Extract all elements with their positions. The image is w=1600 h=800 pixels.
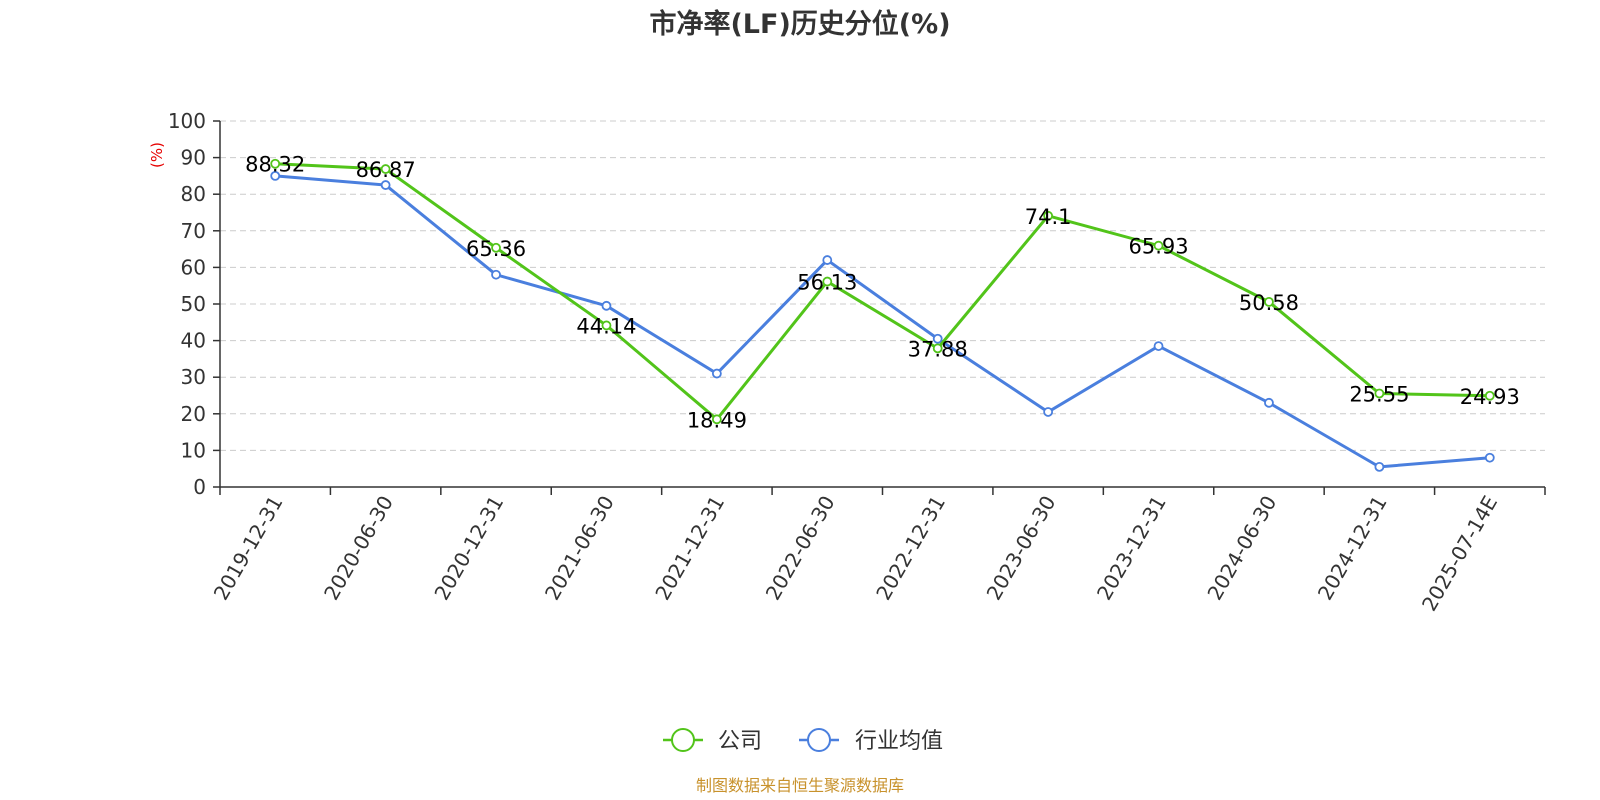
series-layer (270, 158, 1495, 472)
x-tick-label: 2024-12-31 (1313, 492, 1392, 605)
legend-item-company[interactable]: 公司 (663, 728, 762, 754)
legend[interactable]: 公司 行业均值 (663, 728, 943, 754)
legend-label: 公司 (718, 729, 762, 754)
x-tick-label: 2022-06-30 (761, 492, 840, 605)
source-note: 制图数据来自恒生聚源数据库 (696, 776, 904, 795)
data-point-industry (380, 180, 391, 190)
data-label: 65.93 (1128, 235, 1188, 259)
data-point-industry (822, 255, 833, 265)
data-point-company (1043, 210, 1054, 221)
data-label: 37.88 (908, 337, 968, 361)
legend-marker-icon (807, 728, 831, 752)
data-label: 24.93 (1460, 385, 1520, 409)
data-point-industry (491, 269, 501, 280)
data-point-company (601, 320, 612, 331)
y-tick-label: 60 (181, 255, 206, 279)
y-tick-label: 20 (181, 402, 206, 426)
data-label: 25.55 (1349, 382, 1409, 406)
y-tick-label: 10 (181, 438, 206, 462)
y-axis-unit: (%) (148, 142, 166, 168)
legend-marker-icon (671, 728, 695, 752)
chart-title: 市净率(LF)历史分位(%) (649, 8, 950, 40)
data-point-industry (1264, 397, 1274, 408)
y-tick-label: 50 (181, 292, 206, 316)
x-tick-labels: 2019-12-31 2020-06-30 2020-12-31 2021-06-30… (209, 491, 1502, 615)
data-point-industry (1374, 461, 1385, 472)
y-tick-label: 40 (181, 329, 206, 353)
y-tick-labels: 0 10 20 30 40 50 60 70 80 90 100 (168, 109, 206, 499)
data-point-industry (1043, 407, 1054, 417)
data-point-industry (601, 300, 612, 311)
data-label: 56.13 (797, 271, 857, 295)
y-tick-label: 90 (181, 146, 206, 170)
data-point-company (932, 343, 943, 354)
data-labels: 88.32 86.87 65.36 44.14 18.49 56.13 37.88 74.1 6… (245, 153, 1520, 433)
data-label: 50.58 (1239, 291, 1299, 315)
data-label: 88.32 (245, 153, 305, 177)
x-tick-label: 2025-07-14E (1417, 492, 1502, 616)
y-tick-label: 70 (181, 219, 206, 243)
data-point-industry (711, 368, 722, 379)
y-tick-label: 80 (181, 182, 206, 206)
x-tick-label: 2020-12-31 (429, 491, 508, 604)
data-label: 74.1 (1025, 205, 1072, 229)
legend-item-industry[interactable]: 行业均值 (799, 728, 943, 754)
data-point-industry (270, 170, 281, 181)
data-point-company (270, 158, 281, 169)
x-tick-label: 2023-06-30 (982, 492, 1061, 605)
data-point-company (491, 242, 501, 253)
legend-label: 行业均值 (855, 729, 943, 754)
data-label: 44.14 (576, 314, 636, 338)
x-tick-label: 2022-12-31 (871, 491, 950, 604)
x-tick-label: 2021-06-30 (540, 492, 619, 605)
series-line-company (275, 162, 1490, 421)
data-point-industry (1484, 452, 1495, 463)
data-label: 18.49 (687, 408, 747, 432)
data-point-industry (1153, 341, 1164, 351)
data-point-company (1374, 388, 1385, 399)
series-line-industry (275, 174, 1490, 469)
data-point-company (1264, 296, 1274, 307)
y-tick-label: 30 (181, 365, 206, 389)
x-tick-label: 2020-06-30 (319, 492, 398, 605)
data-point-company (711, 414, 722, 425)
data-point-company (1484, 390, 1495, 401)
data-point-industry (932, 333, 943, 344)
axes (219, 121, 1546, 495)
data-point-company (1153, 240, 1164, 251)
y-tick-label: 100 (168, 109, 206, 133)
data-point-company (822, 276, 833, 287)
y-tick-label: 0 (193, 475, 206, 499)
data-label: 86.87 (356, 158, 416, 182)
x-tick-label: 2023-12-31 (1092, 492, 1171, 605)
x-tick-label: 2024-06-30 (1202, 492, 1281, 605)
data-label: 65.36 (466, 237, 526, 261)
data-point-company (380, 164, 391, 174)
x-tick-label: 2021-12-31 (650, 492, 729, 605)
x-tick-label: 2019-12-31 (209, 492, 288, 605)
